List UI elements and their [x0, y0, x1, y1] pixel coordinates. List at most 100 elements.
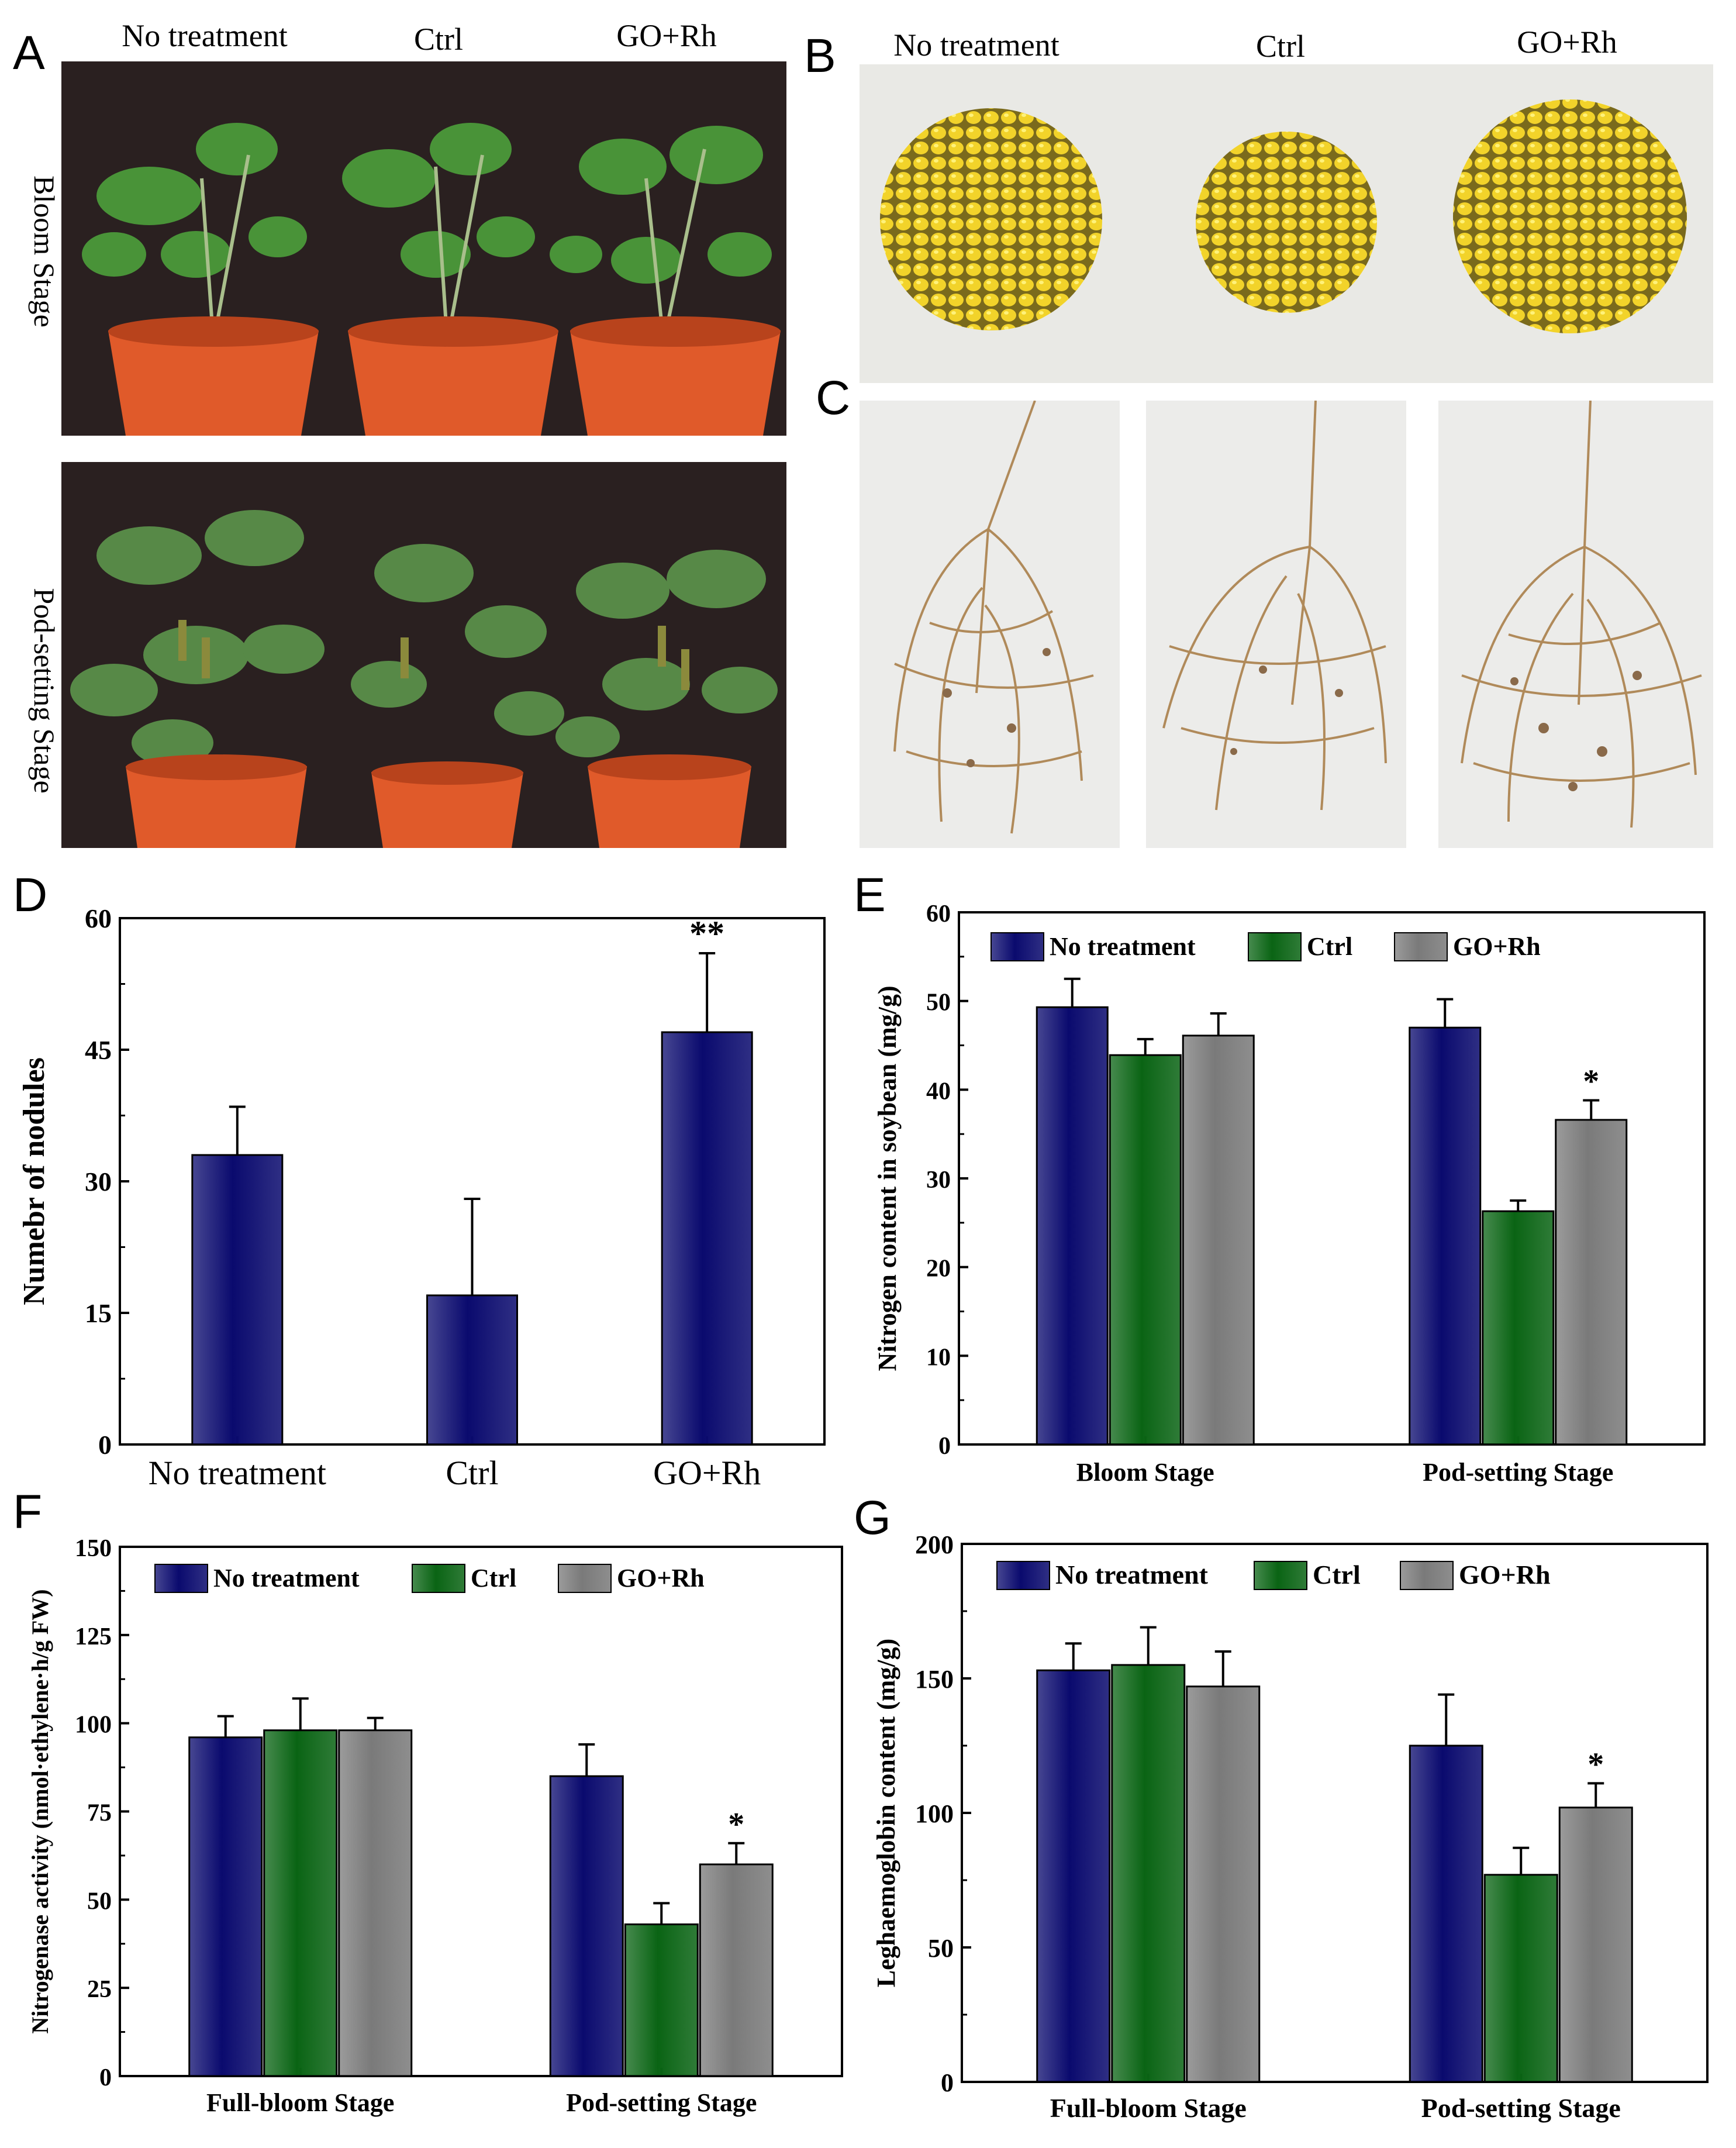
x-category-label: Full-bloom Stage — [1050, 2093, 1247, 2123]
y-tick-label: 50 — [928, 1934, 954, 1963]
y-tick-label: 15 — [85, 1298, 112, 1328]
y-tick-label: 0 — [98, 1430, 112, 1460]
bar — [1482, 1210, 1555, 1446]
chart-d-nodules: 0 15 30 45 60 Numebr of nodules No treatment Ct… — [18, 904, 826, 1492]
x-category-label: Pod-setting Stage — [566, 2088, 757, 2117]
legend-label: Ctrl — [471, 1564, 516, 1592]
legend-label: Ctrl — [1307, 932, 1352, 961]
bar — [1186, 1685, 1261, 2083]
legend-label: No treatment — [1055, 1560, 1209, 1590]
significance-mark: * — [1587, 1746, 1604, 1782]
bar — [1558, 1806, 1633, 2083]
legend-label: No treatment — [1050, 932, 1196, 961]
legend-swatch — [412, 1564, 465, 1593]
y-tick-label: 60 — [85, 904, 112, 933]
y-tick-label: 30 — [85, 1167, 112, 1197]
legend-swatch — [154, 1564, 208, 1593]
panel-a-row-pod-setting: Pod-setting Stage — [28, 588, 61, 794]
x-category-label: GO+Rh — [653, 1454, 761, 1492]
legend-swatch — [996, 1561, 1050, 1590]
y-tick-label: 50 — [926, 989, 951, 1016]
seed-piles-illustration — [880, 99, 1687, 333]
y-tick-label: 10 — [926, 1344, 951, 1371]
bar — [549, 1775, 624, 2077]
significance-mark: * — [728, 1806, 744, 1843]
y-tick-label: 200 — [915, 1530, 954, 1559]
x-category-label: Pod-setting Stage — [1423, 1458, 1613, 1487]
panel-b-header-no-treatment: No treatment — [893, 27, 1059, 63]
root-illustration-1 — [893, 401, 1094, 834]
y-tick-label: 75 — [87, 1800, 112, 1827]
x-category-label: Ctrl — [446, 1454, 498, 1492]
chart-g-leghaemoglobin: 0 50 100 150 200 Leghaemoglobin content (mg/g… — [872, 1530, 1709, 2123]
legend-swatch — [990, 932, 1044, 961]
y-axis-label: Numebr of nodules — [18, 1057, 51, 1305]
bloom-plants-illustration — [82, 123, 781, 436]
bar — [191, 1154, 284, 1446]
y-tick-label: 0 — [99, 2064, 112, 2091]
panel-a-row-bloom: Bloom Stage — [28, 175, 61, 327]
panel-c-root-photo-ctrl — [1146, 401, 1406, 848]
bar — [1182, 1035, 1255, 1446]
legend-label: GO+Rh — [1459, 1560, 1551, 1590]
panel-letter-e: E — [854, 868, 886, 922]
panel-letter-a: A — [13, 26, 45, 80]
y-tick-label: 60 — [926, 901, 951, 928]
panel-b-header-go-rh: GO+Rh — [1517, 25, 1617, 60]
bar — [1109, 1054, 1182, 1446]
x-category-label: Pod-setting Stage — [1421, 2093, 1621, 2123]
significance-mark: ** — [689, 914, 724, 953]
y-tick-label: 150 — [915, 1665, 954, 1694]
y-tick-label: 100 — [915, 1799, 954, 1828]
bar — [1111, 1664, 1186, 2083]
bar — [1409, 1744, 1483, 2083]
panel-b-header-ctrl: Ctrl — [1255, 29, 1305, 64]
bar — [426, 1294, 518, 1446]
legend-label: Ctrl — [1313, 1560, 1361, 1590]
bar — [1036, 1669, 1111, 2083]
x-category-label: Full-bloom Stage — [206, 2088, 394, 2117]
panel-letter-d: D — [13, 868, 48, 922]
legend-label: GO+Rh — [1453, 932, 1541, 961]
panel-a-header-ctrl: Ctrl — [413, 22, 463, 57]
y-tick-label: 20 — [926, 1256, 951, 1282]
pod-setting-plants-illustration — [70, 510, 778, 848]
legend-swatch — [1394, 932, 1448, 961]
y-tick-label: 40 — [926, 1078, 951, 1105]
legend-label: No treatment — [213, 1564, 360, 1592]
y-axis-label: Nitrogenase activity (nmol·ethylene·h/g … — [27, 1589, 53, 2033]
bar — [338, 1729, 413, 2077]
panel-b-seeds-photo — [860, 64, 1713, 383]
panel-a-header-go-rh: GO+Rh — [616, 18, 717, 53]
x-category-label: No treatment — [149, 1454, 326, 1492]
y-tick-label: 100 — [75, 1712, 112, 1739]
significance-mark: * — [1583, 1064, 1599, 1100]
bar — [263, 1729, 338, 2077]
bar — [188, 1736, 263, 2077]
chart-e-nitrogen-content: 0 10 20 30 40 50 60 Nitrogen content in soybean… — [873, 901, 1706, 1487]
x-category-label: Bloom Stage — [1076, 1458, 1214, 1487]
panel-a-bloom-photo — [61, 61, 786, 436]
y-tick-label: 125 — [75, 1623, 112, 1650]
y-tick-label: 30 — [926, 1167, 951, 1194]
y-tick-label: 0 — [941, 2068, 954, 2097]
bar — [624, 1923, 699, 2077]
legend-swatch — [1400, 1561, 1454, 1590]
panel-letter-f: F — [13, 1485, 43, 1539]
y-axis-label: Leghaemoglobin content (mg/g) — [872, 1639, 900, 1987]
y-tick-label: 150 — [75, 1535, 112, 1562]
panel-c-root-photo-no-treatment — [860, 401, 1120, 848]
legend-swatch — [1248, 932, 1302, 961]
root-illustration-3 — [1461, 401, 1702, 828]
bar — [1036, 1006, 1109, 1446]
y-tick-label: 50 — [87, 1888, 112, 1915]
panel-a-header-no-treatment: No treatment — [122, 18, 288, 53]
bar — [1555, 1119, 1628, 1446]
bar — [1409, 1026, 1482, 1446]
panel-letter-g: G — [854, 1491, 891, 1544]
legend-swatch — [1254, 1561, 1307, 1590]
legend-swatch — [558, 1564, 612, 1593]
bar — [661, 1031, 753, 1446]
bar — [699, 1863, 774, 2077]
panel-letter-c: C — [816, 371, 851, 425]
